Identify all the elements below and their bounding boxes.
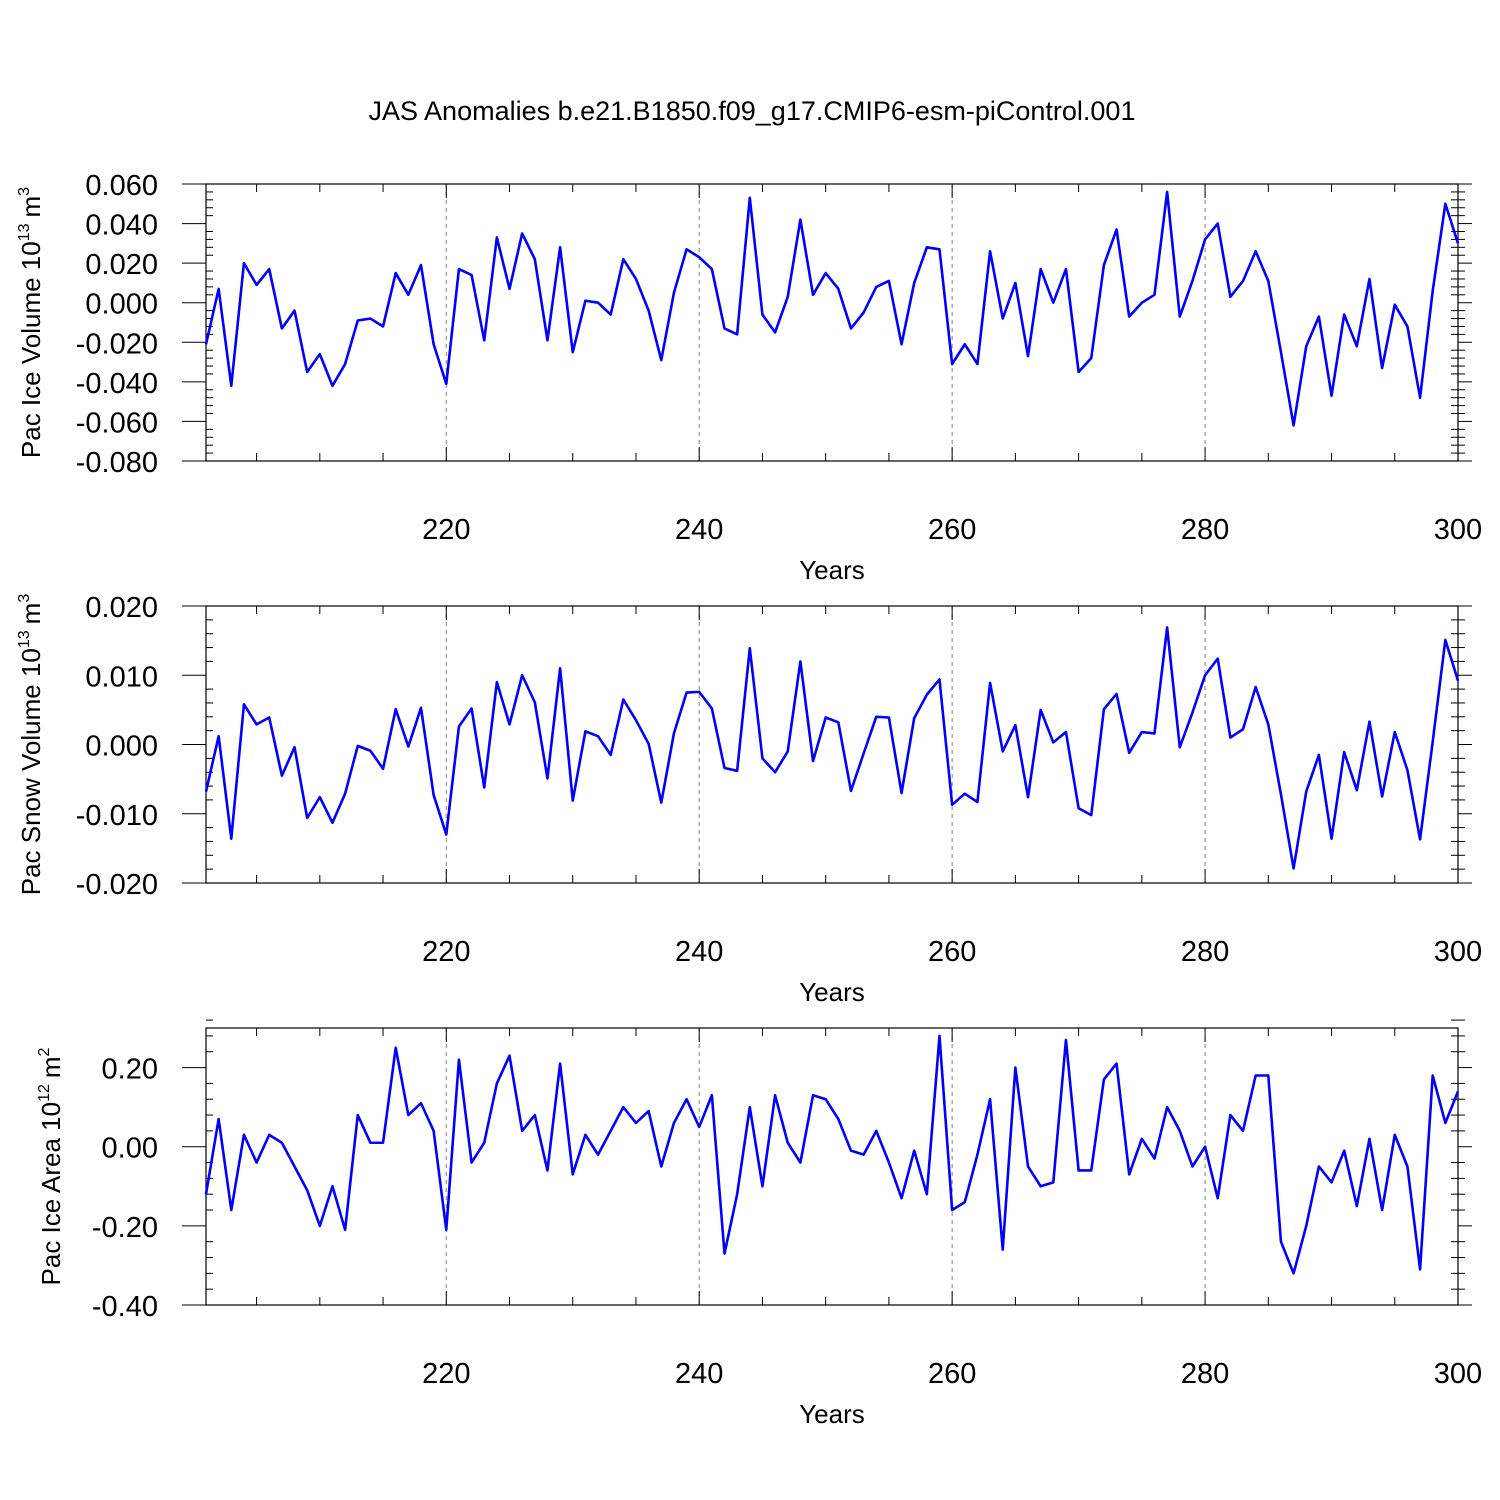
x-tick-label: 300 xyxy=(1434,514,1482,546)
chart-panel-3: -0.40 -0.20 0.00 0.20 220 240 260 280 300 Years Pa… xyxy=(36,1019,1482,1429)
series-line-1 xyxy=(204,190,1460,427)
y-tick-label: 0.020 xyxy=(85,249,158,281)
y-tick-label: -0.20 xyxy=(92,1212,158,1244)
plot-frame xyxy=(205,183,1459,462)
plot-frame xyxy=(205,605,1459,884)
x-axis-label: Years xyxy=(799,977,865,1007)
x-tick-label: 260 xyxy=(928,1358,976,1390)
x-tick-label: 260 xyxy=(928,936,976,968)
y-tick-label: -0.020 xyxy=(76,328,158,360)
x-tick-label: 300 xyxy=(1434,936,1482,968)
y-tick-label: -0.060 xyxy=(76,407,158,439)
chart-panel-1: -0.080 -0.060 -0.040 -0.020 0.000 0.020 0.040 0… xyxy=(16,170,1482,585)
y-tick-label: 0.000 xyxy=(85,289,158,321)
chart-title: JAS Anomalies b.e21.B1850.f09_g17.CMIP6-… xyxy=(369,96,1136,126)
x-tick-label: 240 xyxy=(675,1358,723,1390)
plot-frame xyxy=(205,1027,1459,1306)
x-tick-label: 280 xyxy=(1181,936,1229,968)
y-axis-label: Pac Ice Volume 1013m3 xyxy=(16,187,46,458)
panels: -0.080 -0.060 -0.040 -0.020 0.000 0.020 0.040 0… xyxy=(16,170,1482,1429)
x-tick-label: 220 xyxy=(422,1358,470,1390)
chart-panel-2: -0.020 -0.010 0.000 0.010 0.020 220 240 260 280 3… xyxy=(16,592,1482,1007)
y-tick-label: -0.40 xyxy=(92,1291,158,1323)
x-tick-label: 280 xyxy=(1181,514,1229,546)
y-tick-label: -0.080 xyxy=(76,447,158,479)
y-axis-label: Pac Snow Volume 1013m3 xyxy=(16,594,46,896)
x-axis-label: Years xyxy=(799,555,865,585)
y-tick-label: 0.00 xyxy=(102,1133,158,1165)
series-line-1 xyxy=(204,1034,1460,1275)
y-tick-label: 0.040 xyxy=(85,210,158,242)
x-tick-label: 240 xyxy=(675,936,723,968)
x-tick-label: 240 xyxy=(675,514,723,546)
y-tick-label: 0.010 xyxy=(85,661,158,693)
x-tick-label: 300 xyxy=(1434,1358,1482,1390)
y-tick-label: 0.060 xyxy=(85,170,158,202)
y-tick-label: 0.020 xyxy=(85,592,158,624)
y-tick-label: -0.020 xyxy=(76,869,158,901)
y-tick-label: 0.000 xyxy=(85,731,158,763)
x-tick-label: 260 xyxy=(928,514,976,546)
y-tick-label: -0.010 xyxy=(76,800,158,832)
x-tick-label: 220 xyxy=(422,936,470,968)
x-tick-label: 280 xyxy=(1181,1358,1229,1390)
y-axis-label: Pac Ice Area 1012m2 xyxy=(36,1047,66,1285)
y-tick-label: -0.040 xyxy=(76,368,158,400)
y-tick-label: 0.20 xyxy=(102,1054,158,1086)
series-line-1 xyxy=(204,626,1460,870)
x-axis-label: Years xyxy=(799,1399,865,1429)
x-tick-label: 220 xyxy=(422,514,470,546)
